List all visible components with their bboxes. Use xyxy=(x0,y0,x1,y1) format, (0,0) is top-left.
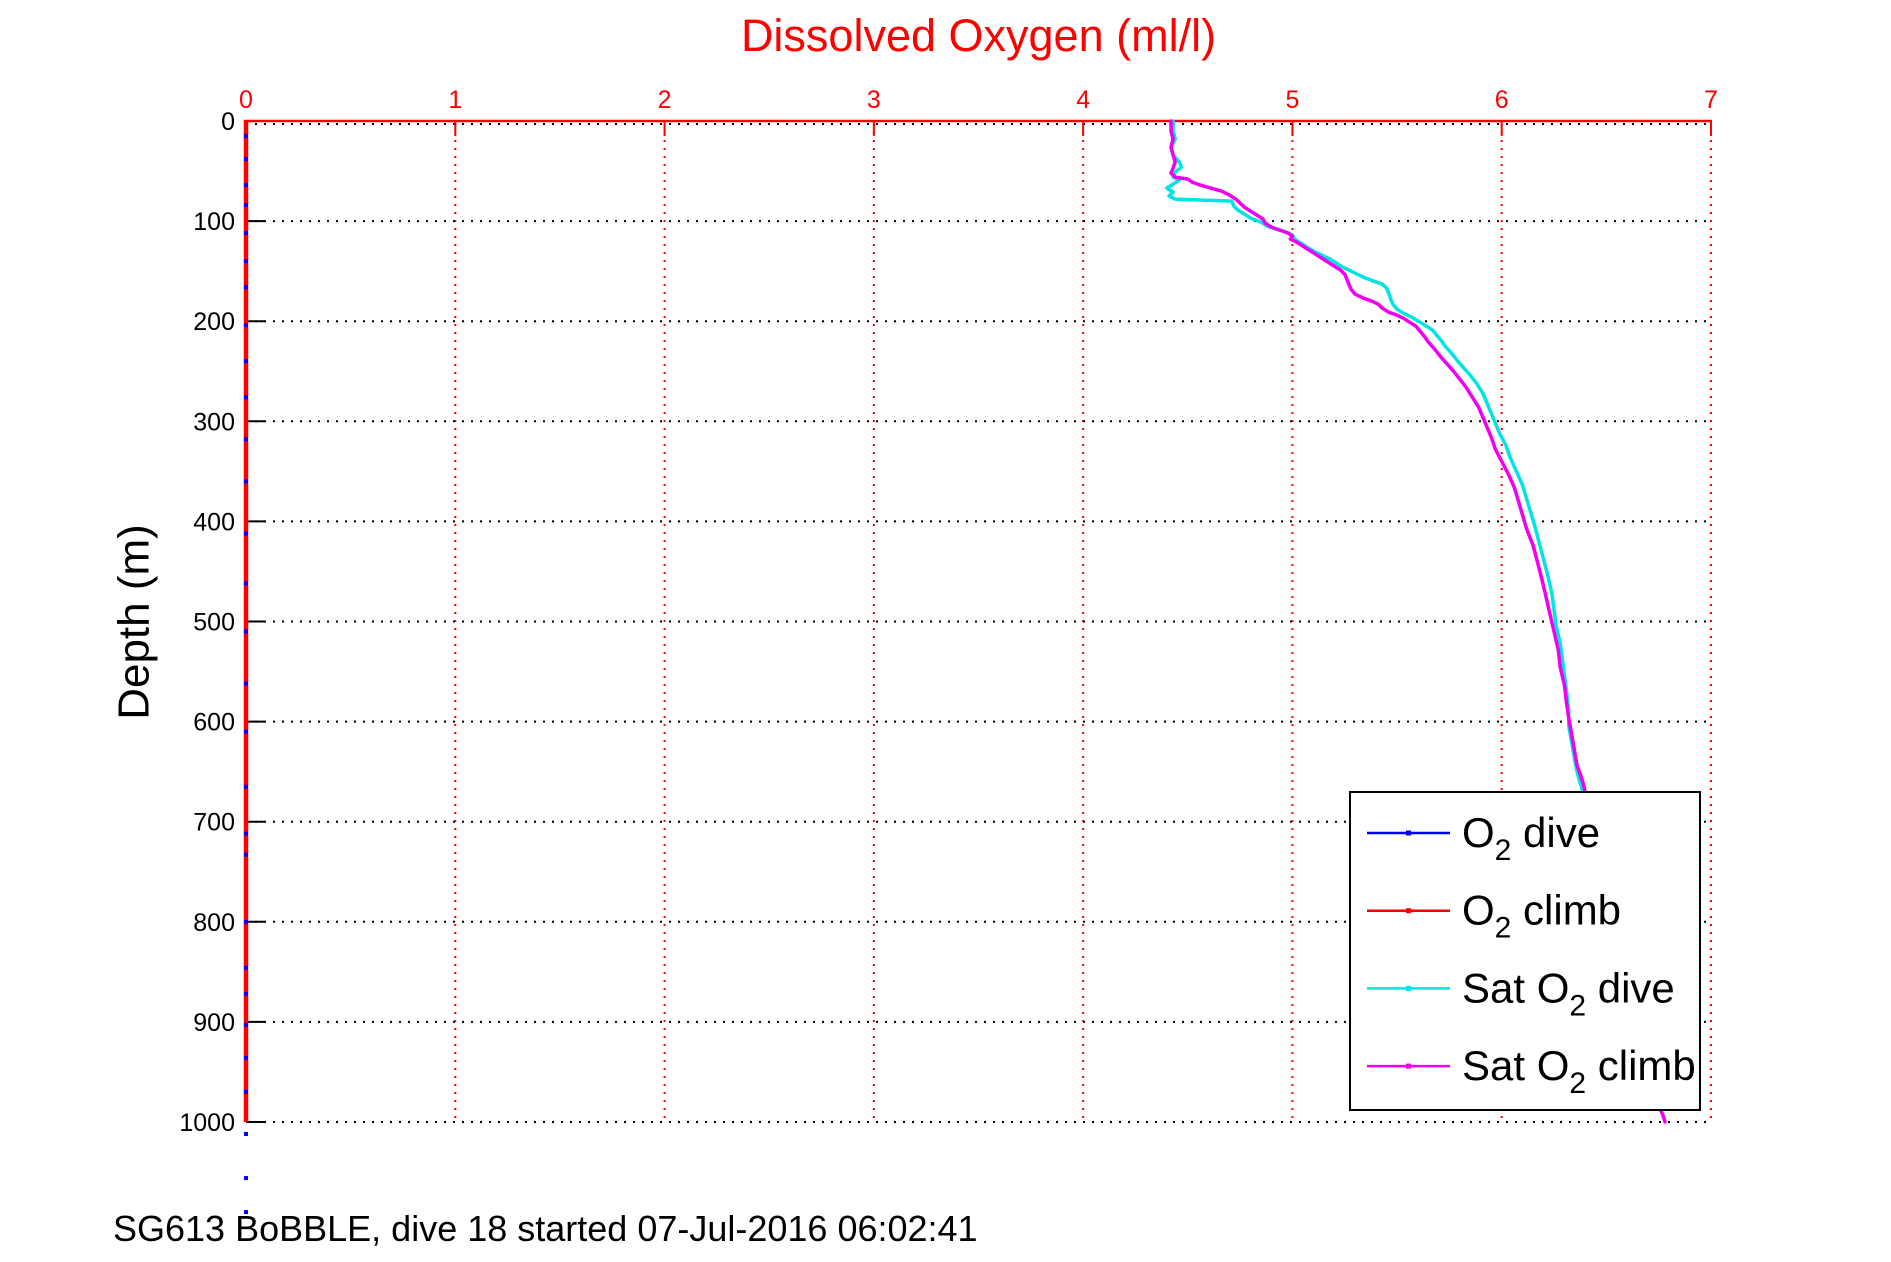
series-marker-o2-dive xyxy=(244,831,248,836)
series-marker-o2-dive xyxy=(244,157,248,162)
y-tick-label: 800 xyxy=(193,909,235,937)
series-marker-o2-dive xyxy=(244,852,248,857)
series-marker-o2-dive xyxy=(244,1089,248,1094)
y-tick-label: 1000 xyxy=(179,1109,235,1137)
x-tick-label: 1 xyxy=(448,86,462,114)
y-tick-label: 700 xyxy=(193,809,235,837)
chart-title: Dissolved Oxygen (ml/l) xyxy=(740,10,1217,61)
series-line-sat-o2-climb xyxy=(1169,119,1667,1124)
series-marker-o2-dive xyxy=(244,203,248,208)
y-tick-label: 600 xyxy=(193,709,235,737)
legend-label: O2 climb xyxy=(1462,887,1621,945)
series-marker-o2-dive xyxy=(244,1022,248,1027)
x-tick-label: 6 xyxy=(1495,86,1509,114)
series-marker-o2-dive xyxy=(244,231,248,236)
series-marker-o2-dive xyxy=(244,629,248,634)
legend-box xyxy=(1349,791,1701,1111)
y-tick-label: 900 xyxy=(193,1009,235,1037)
series-marker-o2-dive xyxy=(244,991,248,996)
y-axis-label: Depth (m) xyxy=(109,524,159,720)
legend-marker-sample xyxy=(1406,1063,1411,1069)
series-marker-o2-dive xyxy=(244,1210,248,1215)
series-marker-o2-dive xyxy=(244,479,248,484)
x-tick-label: 3 xyxy=(867,86,881,114)
series-marker-o2-dive xyxy=(244,359,248,364)
series-marker-o2-dive xyxy=(244,531,248,536)
y-tick-label: 300 xyxy=(193,408,235,436)
series-marker-o2-dive xyxy=(244,183,248,188)
series-marker-o2-dive xyxy=(244,437,248,442)
series-marker-o2-dive xyxy=(244,581,248,586)
legend-marker-sample xyxy=(1406,908,1411,914)
series-marker-o2-dive xyxy=(244,965,248,970)
series-marker-o2-dive xyxy=(244,259,248,264)
y-tick-label: 400 xyxy=(193,508,235,536)
series-marker-o2-dive xyxy=(244,1132,248,1137)
x-tick-label: 5 xyxy=(1285,86,1299,114)
series-marker-o2-dive xyxy=(244,1176,248,1181)
y-tick-label: 100 xyxy=(193,208,235,236)
legend-marker-sample xyxy=(1406,830,1411,836)
series-marker-o2-dive xyxy=(244,1055,248,1060)
series-marker-o2-dive xyxy=(244,323,248,328)
x-tick-label: 2 xyxy=(658,86,672,114)
legend-marker-sample xyxy=(1406,985,1411,991)
legend-label: Sat O2 dive xyxy=(1462,964,1675,1022)
y-tick-label: 0 xyxy=(221,108,235,136)
series-marker-o2-dive xyxy=(244,784,248,789)
x-tick-label: 4 xyxy=(1076,86,1090,114)
series-marker-o2-dive xyxy=(244,285,248,290)
x-tick-label: 7 xyxy=(1704,86,1718,114)
legend-label: O2 dive xyxy=(1462,809,1600,867)
y-tick-label: 500 xyxy=(193,609,235,637)
y-tick-label: 200 xyxy=(193,308,235,336)
x-tick-label: 0 xyxy=(239,86,253,114)
figure-caption: SG613 BoBBLE, dive 18 started 07-Jul-201… xyxy=(113,1208,978,1249)
series-marker-o2-dive xyxy=(244,134,248,139)
series-marker-o2-dive xyxy=(244,729,248,734)
series-marker-o2-dive xyxy=(244,919,248,924)
legend-label: Sat O2 climb xyxy=(1462,1042,1696,1100)
series-marker-o2-dive xyxy=(244,681,248,686)
series-marker-o2-dive xyxy=(244,395,248,400)
